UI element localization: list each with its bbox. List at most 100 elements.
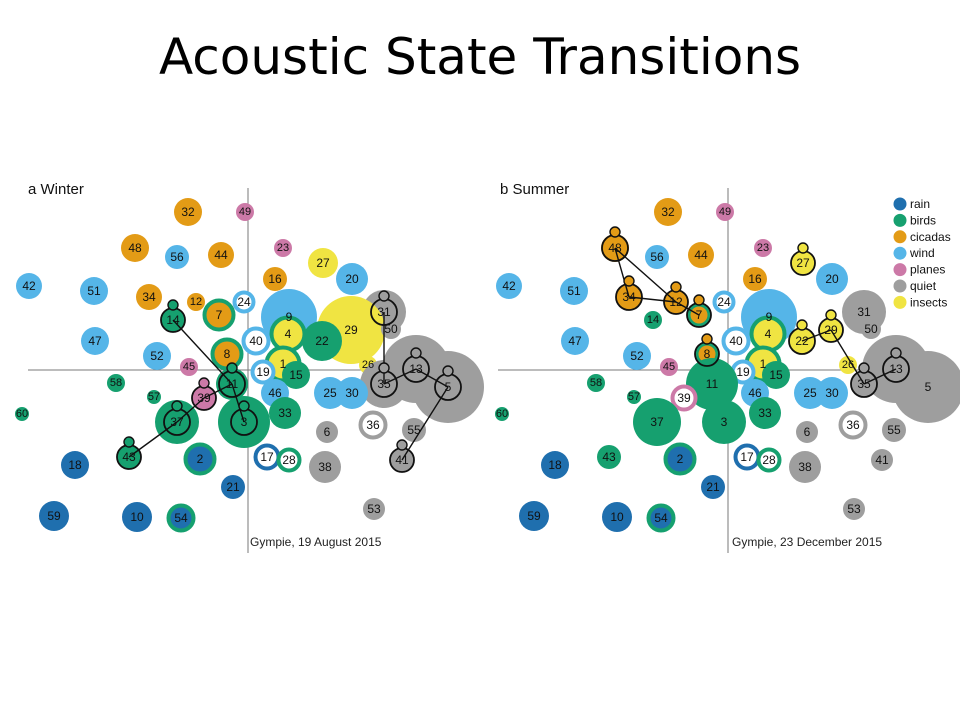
state-label-7: 7 [216, 308, 223, 322]
transition-link-34-12 [628, 296, 677, 303]
state-label-34: 34 [622, 290, 636, 304]
highlight-head-29 [825, 309, 837, 321]
state-label-35: 35 [857, 377, 871, 391]
state-label-26: 26 [842, 359, 854, 371]
state-bubble-15 [762, 361, 790, 389]
highlighted-states [601, 226, 910, 398]
state-label-47: 47 [568, 334, 582, 348]
highlight-head-43 [123, 436, 135, 448]
highlight-head-39 [198, 377, 210, 389]
state-bubble-54 [646, 503, 676, 533]
state-bubble-3 [702, 400, 746, 444]
state-bubble-18 [541, 451, 569, 479]
state-label-6: 6 [324, 425, 331, 439]
state-bubble-16 [263, 267, 287, 291]
state-label-18: 18 [548, 458, 562, 472]
panel-caption: Gympie, 19 August 2015 [250, 535, 382, 549]
state-bubble-53 [363, 498, 385, 520]
state-label-29: 29 [344, 323, 358, 337]
state-label-31: 31 [857, 305, 871, 319]
transition-link-5-41 [401, 386, 449, 461]
highlight-head-11 [226, 362, 238, 374]
legend: rain birds cicadas wind planes quiet insects [893, 197, 951, 309]
state-label-18: 18 [68, 458, 82, 472]
state-bubble-28 [756, 447, 782, 473]
legend-label-insects: insects [910, 295, 947, 309]
state-label-20: 20 [825, 272, 839, 286]
state-bubble-15 [282, 361, 310, 389]
transition-link-11-39 [203, 383, 233, 399]
state-label-5: 5 [925, 380, 932, 394]
state-label-55: 55 [407, 423, 421, 437]
state-bubble-27 [308, 248, 338, 278]
state-label-1: 1 [280, 357, 287, 371]
state-bubble-44 [688, 242, 714, 268]
state-bubble-50 [861, 319, 881, 339]
state-label-56: 56 [650, 250, 664, 264]
state-label-9: 9 [286, 310, 293, 324]
state-bubble-32 [654, 198, 682, 226]
state-bubble-57 [147, 390, 161, 404]
state-label-39: 39 [197, 391, 211, 405]
state-label-38: 38 [318, 460, 332, 474]
state-bubble-20 [336, 263, 368, 295]
state-bubble-47 [81, 327, 109, 355]
state-bubble-47 [561, 327, 589, 355]
state-label-43: 43 [602, 450, 616, 464]
state-bubble-2 [663, 442, 697, 476]
state-bubble-40 [721, 326, 751, 356]
state-label-21: 21 [706, 480, 720, 494]
legend-label-wind: wind [909, 246, 935, 260]
state-bubble-25 [314, 377, 346, 409]
state-bubble-23 [754, 239, 772, 257]
legend-swatch-birds [893, 213, 907, 227]
state-bubble-42 [16, 273, 42, 299]
state-label-9: 9 [766, 310, 773, 324]
state-bubble-7 [202, 298, 236, 332]
state-label-31: 31 [377, 305, 391, 319]
state-label-59: 59 [47, 509, 61, 523]
state-bubble-34 [136, 284, 162, 310]
state-label-50: 50 [384, 322, 398, 336]
state-label-37: 37 [650, 415, 664, 429]
state-bubble-49 [716, 203, 734, 221]
state-label-14: 14 [647, 314, 659, 326]
state-bubble-45 [180, 358, 198, 376]
transition-link-22-29 [801, 329, 832, 342]
state-bubble-24 [712, 290, 736, 314]
highlight-head-41 [396, 439, 408, 451]
state-label-49: 49 [719, 206, 731, 218]
state-label-36: 36 [366, 418, 380, 432]
state-label-23: 23 [757, 242, 769, 254]
state-label-3: 3 [241, 415, 248, 429]
state-label-24: 24 [717, 295, 731, 309]
state-bubble-30 [816, 377, 848, 409]
state-label-3: 3 [721, 415, 728, 429]
state-bubble-21 [701, 475, 725, 499]
state-label-50: 50 [864, 322, 878, 336]
state-bubble-26 [839, 356, 857, 374]
state-bubble-53 [843, 498, 865, 520]
state-label-11: 11 [706, 377, 719, 391]
state-bubble-33 [749, 397, 781, 429]
state-bubble-57 [627, 390, 641, 404]
state-label-16: 16 [748, 272, 762, 286]
state-label-12: 12 [190, 296, 202, 308]
transition-link-12-7 [675, 301, 700, 316]
transition-link-48-34 [614, 247, 630, 298]
state-bubble-33 [269, 397, 301, 429]
state-bubble-54 [166, 503, 196, 533]
state-label-7: 7 [696, 308, 703, 322]
state-label-40: 40 [249, 334, 263, 348]
state-bubble-21 [221, 475, 245, 499]
legend-label-cicadas: cicadas [910, 230, 951, 244]
state-bubble-6 [796, 421, 818, 443]
state-label-45: 45 [183, 361, 195, 373]
transition-link-14-11 [172, 319, 233, 385]
highlight-head-34 [623, 275, 635, 287]
state-label-1: 1 [760, 357, 767, 371]
state-bubble-58 [587, 374, 605, 392]
state-label-40: 40 [729, 334, 743, 348]
state-bubble-60 [15, 407, 29, 421]
